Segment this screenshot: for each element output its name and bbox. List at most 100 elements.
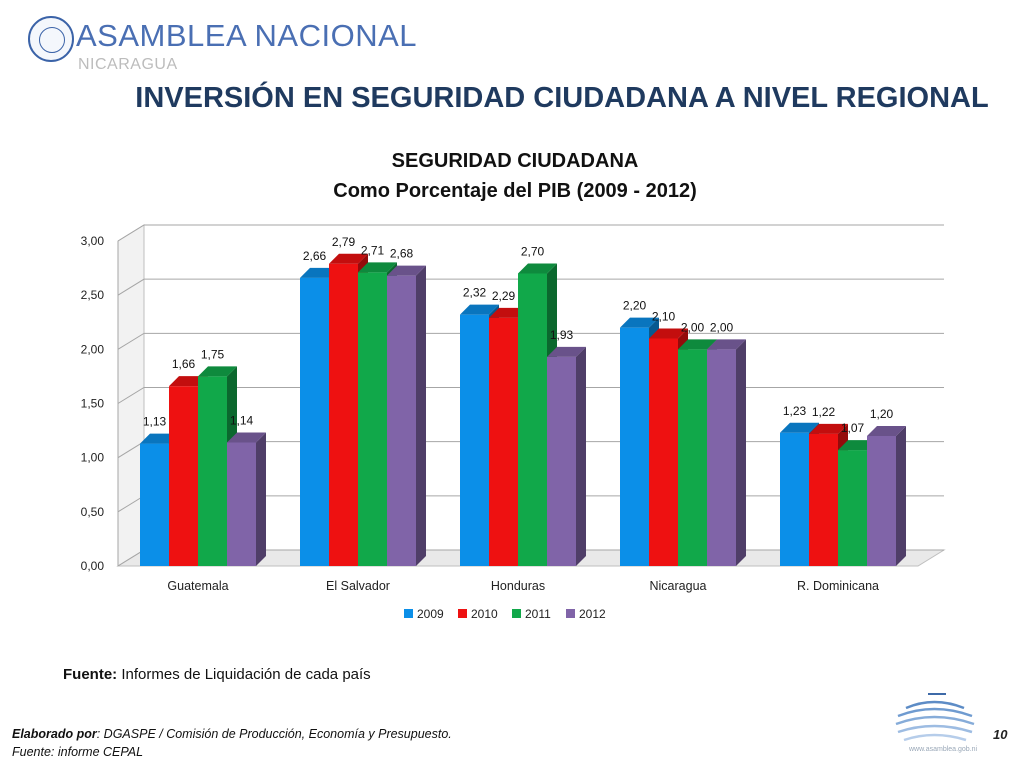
data-label: 1,23 — [783, 404, 807, 418]
bar-front — [300, 277, 329, 566]
footer-prepared-text: : DGASPE / Comisión de Producción, Econo… — [96, 727, 452, 741]
gridline — [117, 224, 944, 242]
data-label: 2,32 — [463, 286, 487, 300]
bar-front — [198, 376, 227, 566]
data-label: 1,13 — [143, 415, 167, 429]
bar-front — [707, 349, 736, 566]
bar-front — [678, 349, 707, 566]
bar-top — [678, 339, 717, 350]
y-tick-label: 1,50 — [81, 397, 105, 411]
data-label: 1,07 — [841, 421, 865, 435]
data-label: 1,20 — [870, 407, 894, 421]
x-tick-label: Honduras — [491, 579, 545, 593]
bar-top — [198, 366, 237, 377]
bar-front — [329, 263, 358, 566]
gridline — [117, 278, 944, 296]
data-label: 1,66 — [172, 357, 196, 371]
bar-side — [256, 432, 266, 566]
bar-top — [227, 432, 266, 443]
assembly-hemicycle-icon — [895, 693, 975, 742]
data-label: 2,70 — [521, 245, 545, 259]
source-text: Informes de Liquidación de cada país — [117, 666, 371, 683]
bar-top — [809, 423, 848, 434]
bar-top — [547, 346, 586, 357]
bar-front — [227, 442, 256, 566]
bar-top — [867, 426, 906, 436]
y-tick-label: 2,50 — [81, 288, 105, 302]
bar-front — [867, 436, 896, 566]
footer: Elaborado por: DGASPE / Comisión de Prod… — [12, 725, 452, 761]
data-label: 1,22 — [812, 405, 836, 419]
y-tick-label: 0,00 — [81, 559, 105, 573]
bar-front — [518, 273, 547, 566]
bar-side — [416, 265, 426, 566]
x-tick-label: El Salvador — [326, 579, 390, 593]
bar-top — [329, 253, 368, 264]
page-number: 10 — [993, 727, 1008, 742]
y-tick-label: 0,50 — [81, 505, 105, 519]
y-tick-label: 1,00 — [81, 451, 105, 465]
chart-title-block: SEGURIDAD CIUDADANA Como Porcentaje del … — [0, 146, 1024, 206]
data-label: 2,66 — [303, 249, 327, 263]
data-label: 2,29 — [492, 289, 516, 303]
bar-front — [387, 275, 416, 566]
data-label: 1,93 — [550, 328, 574, 342]
x-tick-label: R. Dominicana — [797, 579, 879, 593]
bar-top — [649, 328, 688, 339]
national-seal-icon — [28, 16, 74, 62]
bar-front — [649, 338, 678, 566]
x-tick-label: Guatemala — [167, 579, 228, 593]
bar-front — [547, 356, 576, 566]
y-tick-label: 2,00 — [81, 342, 105, 356]
data-label: 2,10 — [652, 310, 676, 324]
data-label: 2,00 — [710, 320, 734, 334]
y-tick-label: 3,00 — [81, 234, 105, 248]
bar-top — [518, 263, 557, 274]
org-name: ASAMBLEA NACIONAL — [76, 18, 418, 53]
legend-swatch — [566, 609, 575, 618]
data-label: 2,00 — [681, 320, 705, 334]
x-tick-label: Nicaragua — [650, 579, 707, 593]
data-label: 1,75 — [201, 347, 225, 361]
bar-front — [358, 272, 387, 566]
legend-swatch — [458, 609, 467, 618]
bar-front — [489, 317, 518, 566]
data-label: 1,14 — [230, 414, 254, 428]
source-note: Fuente: Informes de Liquidación de cada … — [63, 666, 371, 683]
data-label: 2,68 — [390, 247, 414, 261]
footer-url: www.asamblea.gob.ni — [909, 746, 978, 753]
bar-top — [358, 262, 397, 273]
bar-front — [809, 433, 838, 566]
data-label: 2,71 — [361, 243, 385, 257]
bar-front — [460, 314, 489, 566]
bar-side — [736, 339, 746, 566]
legend-swatch — [512, 609, 521, 618]
bar-side — [576, 346, 586, 566]
bar-top — [460, 304, 499, 315]
chart-subtitle: Como Porcentaje del PIB (2009 - 2012) — [333, 180, 697, 202]
chart-title: SEGURIDAD CIUDADANA — [391, 150, 639, 172]
legend-label: 2009 — [417, 607, 444, 621]
legend-label: 2010 — [471, 607, 498, 621]
bar-top — [620, 317, 659, 328]
legend-swatch — [404, 609, 413, 618]
bar-front — [169, 386, 198, 566]
org-logo: ASAMBLEA NACIONAL NICARAGUA — [28, 14, 417, 76]
bar-front — [140, 443, 169, 566]
bar-front — [620, 327, 649, 566]
data-label: 2,79 — [332, 235, 356, 249]
legend-label: 2012 — [579, 607, 606, 621]
footer-prepared-by: Elaborado por: DGASPE / Comisión de Prod… — [12, 725, 452, 743]
footer-source: Fuente: informe CEPAL — [12, 745, 144, 759]
org-country: NICARAGUA — [78, 56, 178, 73]
legend-label: 2011 — [525, 607, 551, 621]
bar-front — [780, 432, 809, 566]
source-label: Fuente: — [63, 666, 118, 683]
bar-side — [896, 426, 906, 566]
footer-prepared-label: Elaborado por — [12, 727, 97, 741]
bar-top — [387, 265, 426, 276]
data-label: 2,20 — [623, 299, 647, 313]
bar-top — [707, 339, 746, 350]
page-title: INVERSIÓN EN SEGURIDAD CIUDADANA A NIVEL… — [135, 82, 989, 114]
